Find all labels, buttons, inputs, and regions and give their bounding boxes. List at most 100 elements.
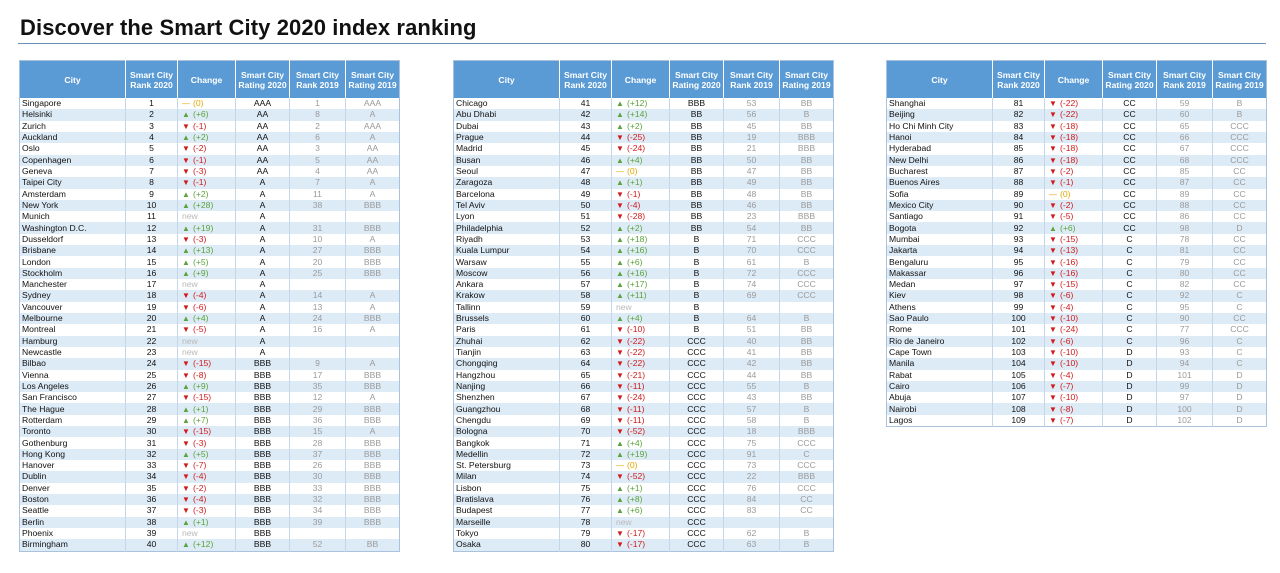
rating-2020: CCC	[669, 460, 724, 472]
change-cell: ▲ (+6)	[611, 256, 670, 268]
change-value: (+14)	[627, 109, 648, 120]
rank-2019: 61	[723, 256, 780, 268]
rank-2019: 21	[723, 143, 780, 155]
header-col-change: Change	[1044, 60, 1103, 98]
header-col-change: Change	[611, 60, 670, 98]
rank-2020: 19	[125, 301, 178, 313]
change-cell: ▼ (-52)	[611, 426, 670, 438]
rank-2019: 16	[289, 324, 346, 336]
city-name: Santiago	[886, 211, 993, 223]
rank-2019: 101	[1156, 369, 1213, 381]
change-value: (-22)	[627, 358, 646, 369]
rating-2020: CC	[1102, 211, 1157, 223]
table-row: Jakarta 94 ▼ (-13) C 81 CC	[886, 245, 1267, 257]
rating-2020: A	[235, 324, 290, 336]
rank-2020: 23	[125, 346, 178, 359]
triangle-down-icon: ▼	[182, 483, 190, 493]
table-row: Berlin 38 ▲ (+1) BBB 39 BBB	[19, 516, 400, 528]
rank-2020: 61	[559, 324, 612, 336]
change-cell: ▼ (-6)	[177, 301, 236, 313]
table-row: Krakow 58 ▲ (+11) B 69 CCC	[453, 290, 834, 302]
rank-2020: 89	[992, 188, 1045, 200]
rank-2020: 36	[125, 493, 178, 506]
city-name: Medellin	[453, 448, 560, 460]
rank-2019: 65	[1156, 120, 1213, 132]
rating-2020: CC	[1102, 98, 1157, 110]
rank-2019: 40	[723, 335, 780, 347]
change-value: (-4)	[193, 290, 207, 301]
rank-2019	[289, 527, 346, 540]
rank-2020: 17	[125, 279, 178, 291]
triangle-down-icon: ▼	[616, 393, 624, 403]
rating-2019: CC	[1233, 188, 1246, 199]
city-name: Lagos	[886, 414, 993, 427]
city-name: Bogota	[886, 222, 993, 234]
rank-2019: 71	[723, 233, 780, 246]
change-cell: ▲ (+9)	[177, 267, 236, 279]
table-row: Vancouver 19 ▼ (-6) A 13 A	[19, 301, 400, 313]
rating-2019: A	[345, 358, 400, 370]
city-name: Abuja	[886, 392, 993, 404]
city-name: Jakarta	[886, 245, 993, 257]
change-value: (+16)	[627, 245, 648, 256]
city-name: Abu Dhabi	[453, 109, 560, 121]
rating-2019: BBB	[363, 414, 382, 425]
city-name: Hyderabad	[886, 143, 993, 155]
rating-2020: B	[669, 233, 724, 246]
change-cell: ▼ (-15)	[177, 426, 236, 438]
table-row: New Delhi 86 ▼ (-18) CC 68 CCC	[886, 154, 1267, 166]
table-row: Denver 35 ▼ (-2) BBB 33 BBB	[19, 482, 400, 494]
city-name: Manchester	[19, 279, 126, 291]
rating-2020: BBB	[235, 369, 290, 381]
rating-2020: CC	[1102, 154, 1157, 166]
city-name: Denver	[19, 482, 126, 494]
change-cell: ▼ (-1)	[1044, 177, 1103, 189]
rank-2020: 7	[125, 165, 178, 178]
triangle-down-icon: ▼	[616, 336, 624, 346]
header-col-rank-2019: Smart City Rank 2019	[723, 60, 780, 98]
rank-2020: 72	[559, 448, 612, 460]
city-name: Rabat	[886, 369, 993, 381]
city-name: Bangkok	[453, 437, 560, 449]
rank-2019: 81	[1156, 245, 1213, 257]
header-col-change: Change	[177, 60, 236, 98]
city-name: Lyon	[453, 211, 560, 223]
change-cell: new	[177, 279, 236, 291]
table-row: Zaragoza 48 ▲ (+1) BB 49 BB	[453, 177, 834, 189]
rating-2019: BBB	[779, 471, 834, 483]
city-name: Budapest	[453, 505, 560, 517]
triangle-up-icon: ▲	[182, 110, 190, 120]
rating-2019: D	[1212, 403, 1267, 415]
city-name: Singapore	[19, 98, 126, 110]
rating-2019: CC	[1212, 245, 1267, 257]
table-row: Philadelphia 52 ▲ (+2) BB 54 BB	[453, 222, 834, 234]
city-name: Rio de Janeiro	[886, 335, 993, 347]
rating-2020: CCC	[669, 516, 724, 528]
rank-2019	[723, 301, 780, 313]
triangle-down-icon: ▼	[616, 348, 624, 358]
rank-2020: 106	[992, 380, 1045, 393]
rank-2020: 51	[559, 211, 612, 223]
change-cell: ▲ (+5)	[177, 448, 236, 460]
rating-2020: BBB	[235, 527, 290, 540]
rank-2020: 80	[559, 539, 612, 551]
change-value: (-6)	[1060, 290, 1074, 301]
city-name: Copenhagen	[19, 154, 126, 166]
change-cell: ▼ (-8)	[177, 369, 236, 381]
change-cell: ▲ (+1)	[611, 177, 670, 189]
change-value: (-15)	[1060, 233, 1079, 244]
rank-2020: 70	[559, 426, 612, 438]
table-row: Vienna 25 ▼ (-8) BBB 17 BBB	[19, 369, 400, 381]
change-cell: ▼ (-7)	[1044, 380, 1103, 393]
rating-2019: BBB	[797, 211, 816, 222]
table-row: Brussels 60 ▲ (+4) B 64 B	[453, 312, 834, 325]
city-name: Rotterdam	[19, 414, 126, 427]
rating-2019: BB	[800, 120, 813, 131]
rating-2020: CCC	[669, 471, 724, 483]
rating-2020: D	[1102, 358, 1157, 370]
rating-2020: BBB	[235, 460, 290, 472]
city-name: Bilbao	[19, 358, 126, 370]
triangle-down-icon: ▼	[1049, 133, 1057, 143]
change-cell: ▼ (-15)	[177, 392, 236, 404]
rating-2020: CCC	[669, 358, 724, 370]
